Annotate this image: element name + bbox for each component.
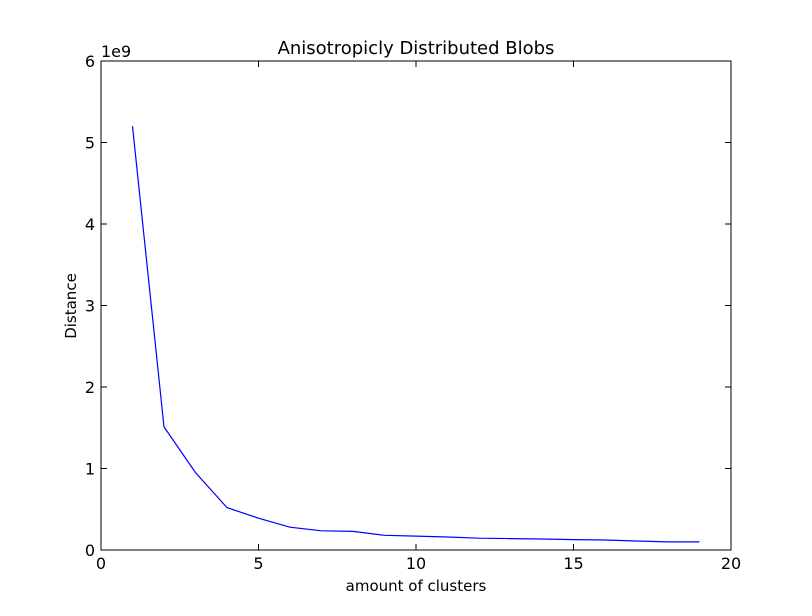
x-tick-label: 5 <box>253 554 263 573</box>
y-axis-label: Distance <box>62 273 80 339</box>
x-tick-label: 0 <box>96 554 106 573</box>
y-tick-label: 5 <box>85 134 95 153</box>
x-tick-label: 15 <box>563 554 583 573</box>
x-tick-label: 20 <box>721 554 741 573</box>
y-offset-label: 1e9 <box>101 42 131 61</box>
y-tick-label: 4 <box>85 215 95 234</box>
y-tick-label: 6 <box>85 52 95 71</box>
chart-title: Anisotropicly Distributed Blobs <box>278 38 555 59</box>
y-tick-label: 0 <box>85 541 95 560</box>
x-tick-label: 10 <box>406 554 426 573</box>
y-tick-label: 2 <box>85 378 95 397</box>
axis-ticks: 0 5 10 15 20 0 1 2 3 4 5 6 <box>85 52 741 573</box>
y-tick-label: 1 <box>85 460 95 479</box>
series-layer <box>131 126 700 543</box>
plot-area-frame <box>100 60 732 551</box>
x-axis-label: amount of clusters <box>346 577 487 595</box>
y-tick-label: 3 <box>85 297 95 316</box>
series-line <box>131 126 700 543</box>
